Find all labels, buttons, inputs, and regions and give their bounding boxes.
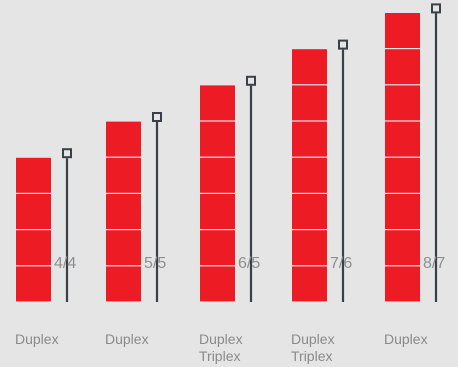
floor-block — [292, 49, 327, 85]
floor-block — [16, 157, 51, 193]
pole-marker-icon — [152, 112, 162, 122]
typology-caption: Duplex — [15, 331, 59, 348]
floor-block — [200, 266, 235, 302]
floor-block — [200, 230, 235, 266]
floor-ratio-label: 5/5 — [144, 255, 166, 272]
floor-block — [200, 157, 235, 193]
floor-block — [292, 230, 327, 266]
building-column-5: 8/7 — [385, 3, 445, 302]
pole-marker-icon — [431, 3, 441, 14]
floor-block — [385, 194, 420, 229]
typology-label: Duplex — [384, 331, 428, 347]
typology-label: Duplex — [15, 331, 59, 347]
floor-block — [16, 266, 51, 302]
floor-block — [292, 121, 327, 157]
floor-block — [385, 49, 420, 85]
typology-label: Duplex — [291, 331, 335, 347]
pole-marker-icon — [338, 39, 348, 50]
floor-block — [106, 194, 141, 229]
floor-block — [16, 194, 51, 229]
floor-ratio-label: 6/5 — [238, 255, 260, 272]
pole-marker-icon — [246, 75, 256, 86]
floor-block — [385, 13, 420, 48]
floor-block — [200, 194, 235, 229]
floor-block — [385, 266, 420, 302]
building-column-3: 6/5 — [200, 75, 260, 302]
typology-label: Duplex — [199, 331, 243, 347]
building-column-4: 7/6 — [292, 39, 352, 302]
floor-block — [292, 194, 327, 229]
floor-block — [385, 230, 420, 266]
floor-block — [106, 230, 141, 266]
floor-block — [200, 85, 235, 121]
floor-block — [106, 121, 141, 157]
typology-label: Duplex — [105, 331, 149, 347]
floor-block — [292, 85, 327, 121]
floor-block — [292, 266, 327, 302]
building-column-1: 4/4 — [16, 148, 76, 302]
floor-block — [292, 157, 327, 193]
floor-block — [106, 266, 141, 302]
floor-block — [385, 121, 420, 157]
floor-ratio-label: 4/4 — [54, 255, 76, 272]
floor-block — [385, 157, 420, 193]
floor-block — [385, 85, 420, 121]
typology-caption: Duplex — [105, 331, 149, 348]
building-column-2: 5/5 — [106, 112, 166, 302]
floor-block — [16, 230, 51, 266]
floor-ratio-label: 8/7 — [423, 255, 445, 272]
floor-block — [200, 121, 235, 157]
typology-label: Triplex — [291, 348, 333, 364]
typology-label: Triplex — [199, 348, 241, 364]
typology-caption: Duplex — [384, 331, 428, 348]
typology-caption: Duplex Triplex — [291, 331, 335, 365]
typology-caption: Duplex Triplex — [199, 331, 243, 365]
pole-marker-icon — [62, 148, 72, 159]
floor-block — [106, 157, 141, 193]
floor-ratio-label: 7/6 — [330, 255, 352, 272]
